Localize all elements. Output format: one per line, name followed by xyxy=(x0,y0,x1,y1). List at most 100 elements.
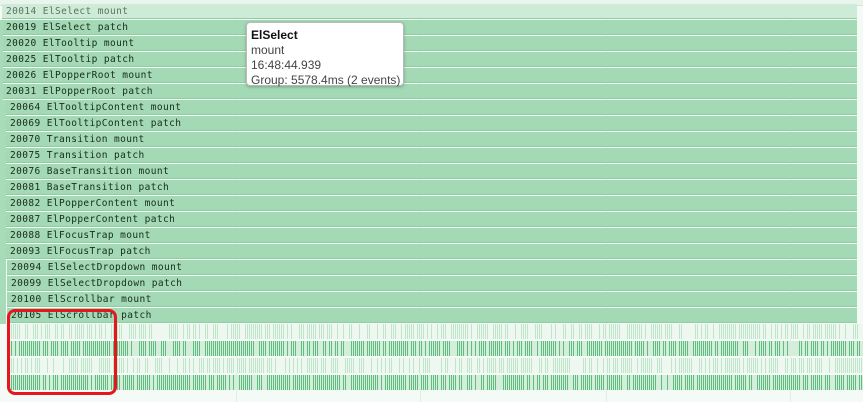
event-tick[interactable] xyxy=(489,358,490,373)
event-tick[interactable] xyxy=(481,341,482,356)
event-tick[interactable] xyxy=(261,375,262,390)
event-tick[interactable] xyxy=(399,375,400,390)
event-tick[interactable] xyxy=(133,358,134,373)
event-tick[interactable] xyxy=(69,324,70,339)
event-tick[interactable] xyxy=(335,375,336,390)
event-tick[interactable] xyxy=(193,375,194,390)
event-tick[interactable] xyxy=(283,341,284,356)
event-tick[interactable] xyxy=(655,324,656,339)
event-tick[interactable] xyxy=(613,375,614,390)
event-tick[interactable] xyxy=(523,375,524,390)
timeline-row[interactable]: 20025 ElTooltip patch xyxy=(2,52,857,67)
event-tick[interactable] xyxy=(275,375,276,390)
event-tick[interactable] xyxy=(383,324,384,339)
event-tick[interactable] xyxy=(781,324,782,339)
event-tick[interactable] xyxy=(469,375,470,390)
event-tick[interactable] xyxy=(567,375,568,390)
event-tick[interactable] xyxy=(793,324,794,339)
event-tick[interactable] xyxy=(735,375,736,390)
event-tick[interactable] xyxy=(393,375,394,390)
event-tick[interactable] xyxy=(815,375,816,390)
event-tick[interactable] xyxy=(35,341,36,356)
event-tick[interactable] xyxy=(391,358,392,373)
event-tick[interactable] xyxy=(253,324,254,339)
event-tick[interactable] xyxy=(195,375,196,390)
event-tick[interactable] xyxy=(525,358,526,373)
event-tick[interactable] xyxy=(819,324,820,339)
event-tick[interactable] xyxy=(235,341,236,356)
event-tick[interactable] xyxy=(281,341,282,356)
event-tick[interactable] xyxy=(677,375,678,390)
event-tick[interactable] xyxy=(105,358,106,373)
event-tick[interactable] xyxy=(163,375,164,390)
event-tick[interactable] xyxy=(233,358,234,373)
event-tick[interactable] xyxy=(591,358,592,373)
event-tick[interactable] xyxy=(39,341,40,356)
event-tick[interactable] xyxy=(241,358,242,373)
event-tick[interactable] xyxy=(413,358,414,373)
event-tick[interactable] xyxy=(685,375,686,390)
event-tick[interactable] xyxy=(503,358,504,373)
timeline-row[interactable]: 20087 ElPopperContent patch xyxy=(6,212,857,227)
event-tick[interactable] xyxy=(227,341,228,356)
event-tick[interactable] xyxy=(483,341,484,356)
event-tick[interactable] xyxy=(829,324,830,339)
event-tick[interactable] xyxy=(651,358,652,373)
event-tick[interactable] xyxy=(223,358,224,373)
event-tick[interactable] xyxy=(835,358,836,373)
event-tick[interactable] xyxy=(747,324,748,339)
event-tick[interactable] xyxy=(315,341,316,356)
event-tick[interactable] xyxy=(217,324,218,339)
event-tick[interactable] xyxy=(803,358,804,373)
event-tick[interactable] xyxy=(117,324,118,339)
event-tick[interactable] xyxy=(423,358,424,373)
event-tick[interactable] xyxy=(479,341,480,356)
event-tick[interactable] xyxy=(709,358,710,373)
event-tick[interactable] xyxy=(45,375,46,390)
event-tick[interactable] xyxy=(315,358,316,373)
event-tick[interactable] xyxy=(673,375,674,390)
event-tick[interactable] xyxy=(667,375,668,390)
event-tick[interactable] xyxy=(271,358,272,373)
event-tick[interactable] xyxy=(771,358,772,373)
event-tick[interactable] xyxy=(609,324,610,339)
event-tick[interactable] xyxy=(629,358,630,373)
event-tick[interactable] xyxy=(593,341,594,356)
event-tick[interactable] xyxy=(327,375,328,390)
event-tick[interactable] xyxy=(781,375,782,390)
event-tick[interactable] xyxy=(663,341,664,356)
event-tick[interactable] xyxy=(705,358,706,373)
event-tick[interactable] xyxy=(265,324,266,339)
event-tick[interactable] xyxy=(193,324,194,339)
event-tick[interactable] xyxy=(493,375,494,390)
event-tick[interactable] xyxy=(87,324,88,339)
event-tick[interactable] xyxy=(839,358,840,373)
event-tick[interactable] xyxy=(585,324,586,339)
event-tick[interactable] xyxy=(465,324,466,339)
event-track[interactable] xyxy=(7,358,863,373)
event-tick[interactable] xyxy=(359,341,360,356)
event-tick[interactable] xyxy=(19,341,20,356)
event-tick[interactable] xyxy=(759,341,760,356)
event-tick[interactable] xyxy=(17,358,18,373)
event-tick[interactable] xyxy=(13,358,14,373)
event-tick[interactable] xyxy=(97,341,98,356)
event-tick[interactable] xyxy=(431,341,432,356)
event-tick[interactable] xyxy=(197,375,198,390)
event-tick[interactable] xyxy=(787,375,788,390)
event-tick[interactable] xyxy=(725,324,726,339)
event-tick[interactable] xyxy=(65,341,66,356)
event-tick[interactable] xyxy=(367,341,368,356)
event-tick[interactable] xyxy=(505,341,506,356)
event-tick[interactable] xyxy=(195,324,196,339)
event-tick[interactable] xyxy=(205,341,206,356)
event-tick[interactable] xyxy=(529,358,530,373)
event-tick[interactable] xyxy=(55,375,56,390)
event-tick[interactable] xyxy=(571,324,572,339)
event-tick[interactable] xyxy=(343,375,344,390)
event-tick[interactable] xyxy=(209,358,210,373)
event-tick[interactable] xyxy=(205,324,206,339)
event-tick[interactable] xyxy=(27,341,28,356)
event-tick[interactable] xyxy=(613,324,614,339)
event-tick[interactable] xyxy=(11,358,12,373)
